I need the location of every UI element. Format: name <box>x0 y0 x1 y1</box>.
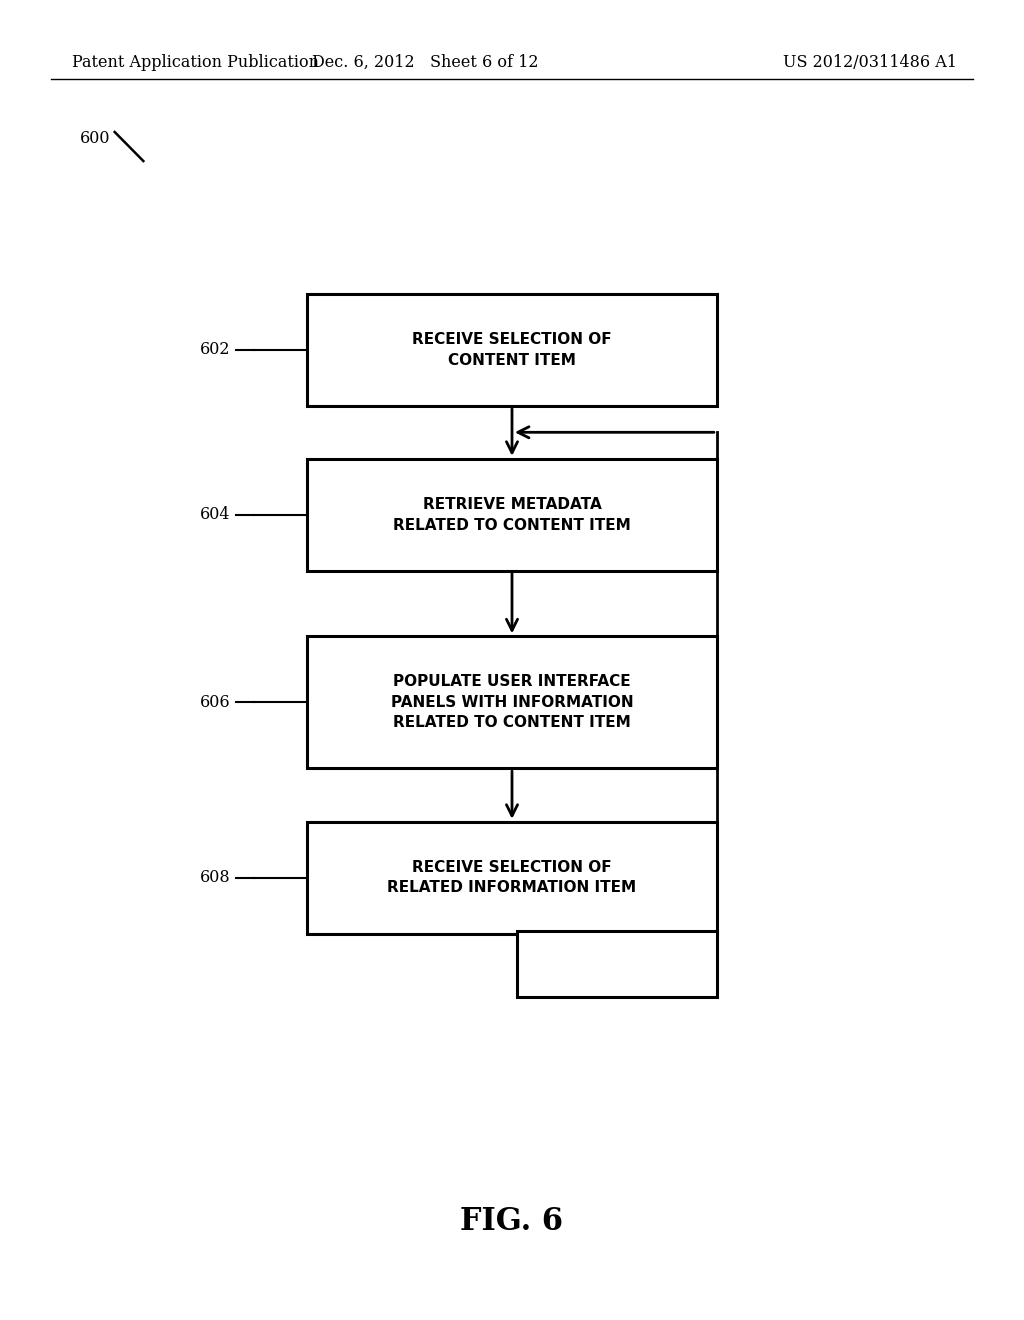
Bar <box>307 821 717 935</box>
Text: 602: 602 <box>200 342 230 358</box>
Text: US 2012/0311486 A1: US 2012/0311486 A1 <box>783 54 957 70</box>
Bar <box>517 931 717 997</box>
Bar <box>307 459 717 570</box>
Text: Patent Application Publication: Patent Application Publication <box>72 54 318 70</box>
Text: RECEIVE SELECTION OF
CONTENT ITEM: RECEIVE SELECTION OF CONTENT ITEM <box>413 333 611 367</box>
Text: FIG. 6: FIG. 6 <box>461 1205 563 1237</box>
Text: 606: 606 <box>200 694 230 710</box>
Bar <box>307 636 717 768</box>
Text: POPULATE USER INTERFACE
PANELS WITH INFORMATION
RELATED TO CONTENT ITEM: POPULATE USER INTERFACE PANELS WITH INFO… <box>391 675 633 730</box>
Text: 600: 600 <box>80 131 111 147</box>
Bar <box>307 294 717 407</box>
Text: 608: 608 <box>200 870 230 886</box>
Text: RECEIVE SELECTION OF
RELATED INFORMATION ITEM: RECEIVE SELECTION OF RELATED INFORMATION… <box>387 861 637 895</box>
Text: 604: 604 <box>200 507 230 523</box>
Text: Dec. 6, 2012   Sheet 6 of 12: Dec. 6, 2012 Sheet 6 of 12 <box>311 54 539 70</box>
Text: RETRIEVE METADATA
RELATED TO CONTENT ITEM: RETRIEVE METADATA RELATED TO CONTENT ITE… <box>393 498 631 532</box>
